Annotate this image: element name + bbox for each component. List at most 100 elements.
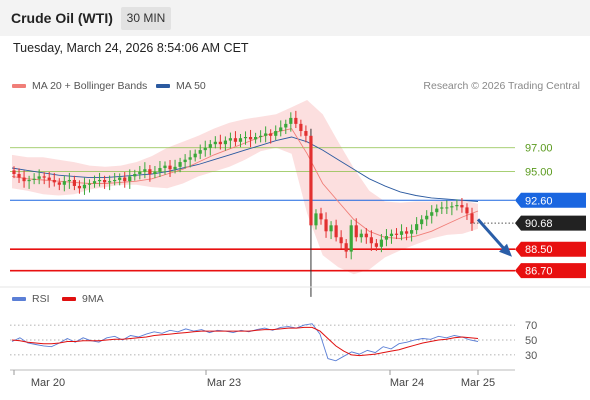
candle-body [339, 237, 343, 244]
candle-body [198, 150, 202, 154]
candle [334, 219, 338, 242]
candle [389, 229, 394, 244]
timeframe-button[interactable]: 30 MIN [121, 7, 171, 30]
candle-body [47, 177, 51, 180]
candle [259, 130, 263, 143]
candle [243, 131, 248, 145]
candle-body [324, 219, 328, 232]
candle [435, 204, 439, 217]
candle-body [349, 225, 353, 252]
candle-body [354, 225, 358, 238]
candle-body [425, 215, 429, 220]
candle-body [450, 206, 454, 208]
candle-body [203, 147, 207, 151]
candle [269, 129, 273, 144]
candle [299, 119, 303, 137]
candle-body [420, 219, 424, 225]
candle [445, 200, 449, 214]
candle-body [52, 179, 56, 183]
candle-body [379, 239, 384, 247]
candle [394, 228, 399, 240]
x-tick-label: Mar 24 [390, 377, 424, 389]
candle-body [57, 182, 61, 185]
candle-body [12, 170, 16, 174]
candle-body [87, 183, 92, 185]
candle [354, 218, 358, 242]
instrument-title: Crude Oil (WTI) [11, 10, 113, 26]
candle-body [27, 179, 31, 182]
candle [384, 229, 389, 247]
candle-body [238, 138, 243, 142]
candle-body [153, 171, 157, 174]
candle-body [37, 176, 41, 179]
level-label-95-00: 95.00 [525, 167, 553, 179]
candle [364, 228, 368, 244]
rsi-tick-label-70: 70 [525, 320, 537, 332]
candle [213, 136, 217, 149]
candle-body [289, 117, 293, 124]
candle-body [138, 171, 142, 174]
candle-body [22, 177, 26, 182]
level-label-86-70-bg [515, 263, 586, 279]
candle [17, 168, 21, 183]
candle [410, 224, 414, 242]
candle [148, 165, 152, 182]
candle [319, 207, 323, 225]
candle-body [77, 185, 82, 189]
candle-body [435, 208, 439, 213]
candle [274, 125, 278, 140]
candle-body [294, 117, 298, 124]
candle [359, 229, 363, 243]
candle-body [274, 131, 278, 136]
research-credit: Research © 2026 Trading Central [423, 80, 580, 92]
candle-body [188, 157, 192, 160]
candle [87, 179, 92, 193]
candle-body [384, 236, 389, 240]
candle [128, 169, 132, 189]
candle [97, 172, 102, 187]
candle-body [284, 123, 288, 128]
candle-body [143, 169, 147, 172]
level-label-86-70: 86.70 [525, 266, 553, 278]
bollinger-band [12, 100, 478, 275]
candle [289, 112, 293, 132]
level-label-92-60-bg [515, 192, 586, 208]
candle-body [173, 166, 177, 170]
candle-body [309, 135, 313, 226]
candles [12, 110, 474, 297]
level-label-90-68: 90.68 [525, 218, 553, 230]
x-tick-label: Mar 23 [207, 377, 241, 389]
candle-body [319, 213, 323, 220]
candle [143, 162, 147, 179]
candle-body [334, 225, 338, 238]
candle [450, 202, 454, 216]
candle [264, 126, 268, 143]
candle [425, 210, 429, 226]
candle [62, 175, 66, 192]
candle-body [460, 205, 464, 208]
candle [233, 131, 238, 146]
candle [108, 175, 112, 191]
candle-body [470, 213, 474, 224]
candle [153, 166, 157, 179]
level-label-97-00: 97.00 [525, 143, 553, 155]
candle [223, 136, 227, 151]
candle-body [123, 177, 127, 182]
chart-header: Crude Oil (WTI) 30 MIN [0, 0, 590, 36]
candle [92, 175, 97, 188]
legend-label-rsi: RSI [32, 293, 50, 305]
legend-label-9ma: 9MA [82, 293, 104, 305]
candle [369, 230, 373, 251]
candle [163, 161, 167, 175]
candle-body [248, 137, 253, 140]
candle-body [42, 176, 46, 178]
candle [138, 166, 142, 180]
candle-body [118, 177, 122, 180]
level-label-92-60: 92.60 [525, 195, 553, 207]
legend-label-ma20: MA 20 + Bollinger Bands [32, 80, 148, 92]
candle [133, 169, 137, 181]
candle [123, 171, 127, 188]
candle-body [208, 144, 212, 148]
rsi-tick-label-30: 30 [525, 350, 537, 362]
